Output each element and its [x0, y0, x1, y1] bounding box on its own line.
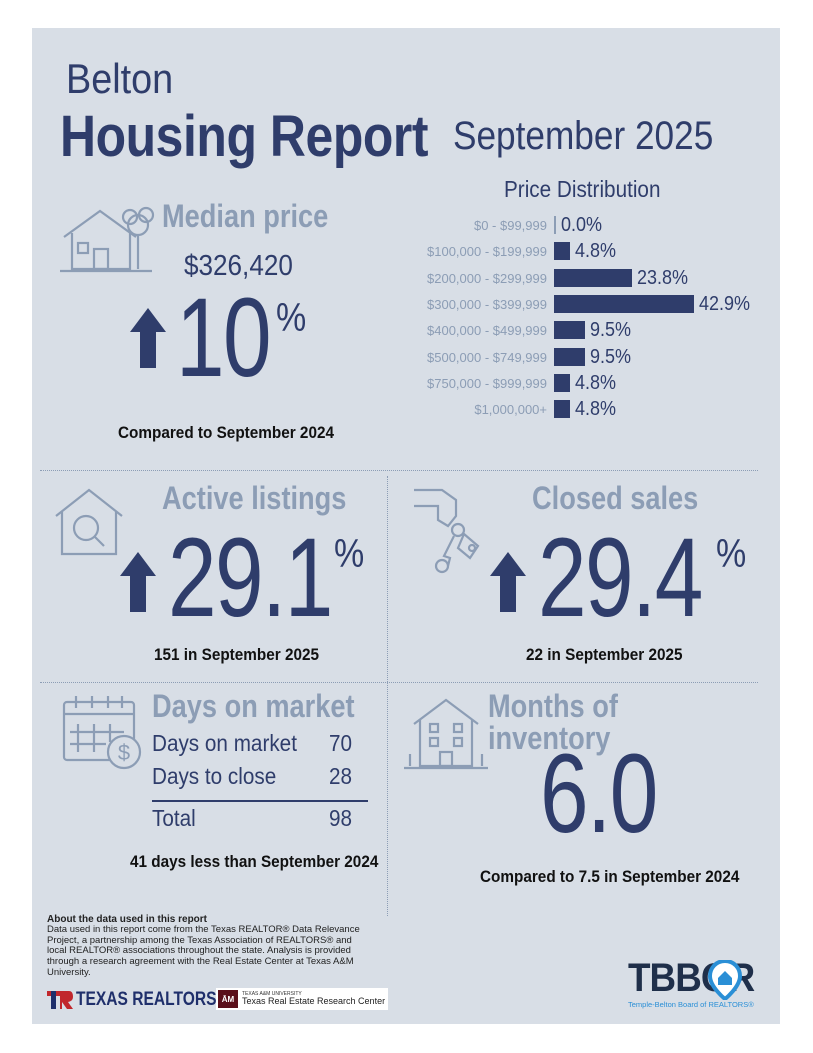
- closed-sales-change: 29.4: [538, 515, 703, 640]
- price-distribution-bar: [554, 373, 570, 392]
- divider: [387, 476, 388, 916]
- price-distribution-row: $750,000 - $999,999 4.8%: [332, 372, 772, 396]
- median-price-caption: Compared to September 2024: [118, 423, 334, 442]
- price-distribution-bar: [554, 268, 632, 287]
- price-distribution-value: 4.8%: [574, 371, 616, 394]
- tamu-small-text: TEXAS A&M UNIVERSITY: [242, 991, 302, 997]
- price-distribution-value: 9.5%: [590, 319, 632, 342]
- price-distribution-value: 4.8%: [574, 398, 616, 421]
- texas-realtors-text: TEXAS REALTORS: [76, 989, 217, 1010]
- price-distribution-row: $100,000 - $199,999 4.8%: [332, 240, 772, 264]
- price-distribution-bar: [554, 242, 570, 261]
- price-range-label: $400,000 - $499,999: [427, 323, 547, 339]
- divider: [40, 682, 758, 683]
- arrow-up-icon: [130, 308, 166, 368]
- about-section: About the data used in this report Data …: [47, 914, 367, 978]
- divider: [40, 470, 758, 471]
- dom-row-label: Days on market: [152, 730, 297, 756]
- median-price-value: $326,420: [184, 250, 293, 282]
- median-price-change: 10: [176, 275, 272, 400]
- about-body: Data used in this report come from the T…: [47, 924, 360, 978]
- house-tree-icon: [60, 206, 155, 273]
- price-distribution-value: 9.5%: [590, 345, 632, 368]
- days-on-market-caption: 41 days less than September 2024: [130, 852, 379, 871]
- closed-sales-caption: 22 in September 2025: [526, 645, 683, 664]
- price-range-label: $500,000 - $749,999: [427, 349, 547, 365]
- tamu-center-text: Texas Real Estate Research Center: [242, 996, 386, 1006]
- dom-row: Days on market 70: [152, 732, 367, 755]
- price-distribution-value: 4.8%: [574, 240, 616, 263]
- dom-row-label: Days to close: [152, 763, 277, 789]
- building-icon: [404, 698, 488, 770]
- dom-total-row: Total 98: [152, 807, 367, 830]
- active-listings-change: 29.1: [168, 515, 333, 640]
- total-rule: [152, 800, 368, 802]
- report-page: Belton Housing Report September 2025 Med…: [32, 28, 780, 1024]
- median-price-pct-sign: %: [276, 296, 307, 340]
- tbbor-subtitle: Temple-Belton Board of REALTORS®: [628, 1000, 754, 1009]
- days-on-market-title: Days on market: [152, 688, 355, 724]
- months-inventory-value: 6.0: [540, 731, 658, 856]
- price-distribution-row: $500,000 - $749,999 9.5%: [332, 346, 772, 370]
- price-distribution-row: $200,000 - $299,999 23.8%: [332, 267, 772, 291]
- dom-row-value: 28: [329, 763, 353, 789]
- closed-sales-title: Closed sales: [532, 480, 699, 516]
- dom-total-label: Total: [152, 805, 196, 831]
- hand-keys-icon: [414, 488, 480, 574]
- price-distribution-value: 23.8%: [636, 266, 688, 289]
- active-listings-title: Active listings: [162, 480, 347, 516]
- texas-realtors-logo: TEXAS REALTORS: [47, 988, 247, 1012]
- price-distribution-row: $400,000 - $499,999 9.5%: [332, 319, 772, 343]
- tamu-mark-icon: ĀM: [218, 990, 238, 1008]
- price-distribution-row: $300,000 - $399,999 42.9%: [332, 293, 772, 317]
- dom-row-value: 70: [329, 730, 353, 756]
- price-range-label: $200,000 - $299,999: [427, 270, 547, 286]
- price-distribution-bar: [554, 294, 694, 313]
- arrow-up-icon: [490, 552, 526, 612]
- price-distribution-row: $1,000,000+ 4.8%: [332, 398, 772, 422]
- tbbor-logo: TBBOR Temple-Belton Board of REALTORS®: [628, 958, 778, 1018]
- active-listings-pct-sign: %: [334, 532, 365, 576]
- dom-total-value: 98: [329, 805, 353, 831]
- price-distribution-value: 0.0%: [560, 214, 602, 236]
- price-range-label: $300,000 - $399,999: [427, 296, 547, 312]
- price-distribution-value: 42.9%: [699, 292, 751, 315]
- months-inventory-title: Months of inventory: [488, 688, 618, 756]
- price-distribution-bar: [554, 321, 585, 340]
- calendar-dollar-icon: $: [62, 696, 142, 770]
- dom-row: Days to close 28: [152, 765, 367, 788]
- svg-text:$: $: [118, 740, 130, 765]
- city-name: Belton: [66, 55, 174, 102]
- tbbor-text: TBBOR: [628, 956, 755, 1000]
- page-title: Housing Report: [60, 104, 429, 169]
- price-distribution-bar: [554, 347, 585, 366]
- tamu-logo: ĀM TEXAS A&M UNIVERSITY Texas Real Estat…: [216, 988, 388, 1010]
- price-range-label: $100,000 - $199,999: [427, 244, 547, 260]
- about-heading: About the data used in this report: [47, 914, 208, 925]
- closed-sales-pct-sign: %: [716, 532, 747, 576]
- price-distribution-title: Price Distribution: [504, 176, 661, 202]
- median-price-title: Median price: [162, 198, 329, 234]
- price-distribution-bar: [554, 400, 570, 419]
- texas-realtors-mark-icon: [47, 991, 73, 1009]
- price-distribution-bar: [554, 216, 556, 234]
- arrow-up-icon: [120, 552, 156, 612]
- months-inventory-caption: Compared to 7.5 in September 2024: [480, 867, 740, 886]
- report-month: September 2025: [453, 114, 714, 158]
- price-range-label: $750,000 - $999,999: [427, 375, 547, 391]
- price-range-label: $0 - $99,999: [473, 218, 547, 233]
- location-pin-icon: [708, 960, 742, 1000]
- price-distribution-row: $0 - $99,999 0.0%: [332, 214, 772, 238]
- price-range-label: $1,000,000+: [474, 402, 547, 418]
- active-listings-caption: 151 in September 2025: [154, 645, 319, 664]
- house-search-icon: [55, 488, 123, 556]
